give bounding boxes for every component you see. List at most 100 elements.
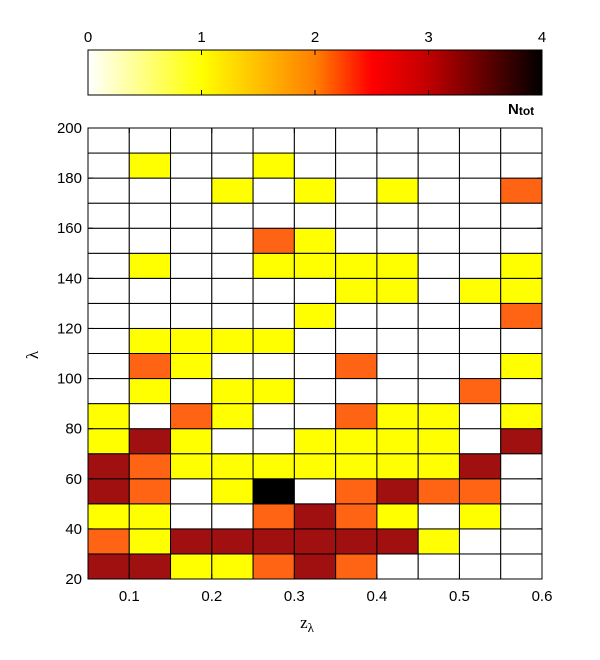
- heatmap-cell: [335, 202, 378, 229]
- heatmap-cell: [458, 127, 502, 154]
- heatmap-cell: [293, 428, 337, 455]
- x-axis-label-sub: λ: [308, 620, 315, 635]
- heatmap-cell: [376, 403, 419, 430]
- heatmap-cell: [335, 528, 378, 555]
- heatmap-cell: [170, 202, 213, 229]
- heatmap-cell: [128, 302, 172, 329]
- heatmap-cell: [500, 453, 543, 480]
- heatmap-cell: [500, 252, 543, 279]
- heatmap-cell: [335, 403, 378, 430]
- colorbar-tick-label: 0: [84, 29, 92, 46]
- heatmap-cell: [293, 252, 337, 279]
- heatmap-cell: [252, 453, 295, 480]
- heatmap-cell: [335, 252, 378, 279]
- y-tick-label: 180: [57, 170, 82, 187]
- heatmap-cell: [417, 553, 460, 580]
- colorbar-tick-label: 1: [197, 29, 205, 46]
- heatmap-cell: [252, 252, 295, 279]
- x-axis-label: zλ: [300, 613, 315, 635]
- heatmap-cell: [252, 277, 295, 304]
- heatmap-cell: [500, 127, 543, 154]
- heatmap-cell: [87, 503, 130, 530]
- heatmap-cell: [376, 503, 419, 530]
- heatmap-cell: [211, 478, 254, 505]
- heatmap-cell: [211, 353, 254, 380]
- heatmap-cell: [417, 453, 460, 480]
- x-tick-label: 0.3: [284, 588, 305, 605]
- heatmap-cell: [211, 453, 254, 480]
- heatmap-cell: [500, 403, 543, 430]
- x-tick-label: 0.4: [366, 588, 387, 605]
- colorbar: 0 1 2 3 4 Ntot: [84, 29, 546, 118]
- heatmap-cell: [335, 127, 378, 154]
- heatmap-cell: [293, 127, 337, 154]
- heatmap-cell: [293, 378, 337, 405]
- heatmap-cell: [458, 252, 502, 279]
- heatmap-cell: [170, 127, 213, 154]
- heatmap-cells: [87, 127, 543, 580]
- heatmap-cell: [458, 227, 502, 254]
- heatmap-cell: [458, 277, 502, 304]
- heatmap-cell: [170, 327, 213, 355]
- heatmap-cell: [128, 277, 172, 304]
- heatmap-cell: [335, 152, 378, 179]
- heatmap-cell: [458, 327, 502, 355]
- heatmap-cell: [500, 277, 543, 304]
- heatmap-cell: [417, 152, 460, 179]
- heatmap-cell: [376, 127, 419, 154]
- heatmap-cell: [170, 378, 213, 405]
- heatmap-cell: [252, 503, 295, 530]
- colorbar-gradient: [87, 49, 543, 96]
- heatmap-cell: [293, 177, 337, 204]
- heatmap-cell: [211, 277, 254, 304]
- heatmap-cell: [87, 553, 130, 580]
- heatmap-cell: [293, 277, 337, 304]
- heatmap-cell: [87, 378, 130, 405]
- heatmap-cell: [170, 353, 213, 380]
- heatmap-cell: [293, 403, 337, 430]
- y-tick-label: 120: [57, 320, 82, 337]
- heatmap-cell: [376, 353, 419, 380]
- heatmap-cell: [293, 152, 337, 179]
- heatmap-cell: [128, 378, 172, 405]
- heatmap-cell: [335, 453, 378, 480]
- heatmap-cell: [87, 428, 130, 455]
- heatmap-cell: [500, 327, 543, 355]
- colorbar-tick-label: 2: [311, 29, 319, 46]
- heatmap-cell: [87, 127, 130, 154]
- axis-ticks: 0.1 0.2 0.3 0.4 0.5 0.6 20 40 60 80 100 120 140 160 18…: [57, 120, 552, 605]
- heatmap-cell: [211, 227, 254, 254]
- heatmap-cell: [458, 528, 502, 555]
- heatmap-cell: [500, 553, 543, 580]
- heatmap-cell: [211, 327, 254, 355]
- heatmap-cell: [170, 177, 213, 204]
- heatmap-cell: [376, 277, 419, 304]
- heatmap-cell: [87, 202, 130, 229]
- heatmap-cell: [87, 353, 130, 380]
- heatmap-cell: [335, 277, 378, 304]
- heatmap-cell: [87, 453, 130, 480]
- heatmap-cell: [211, 127, 254, 154]
- heatmap-cell: [170, 553, 213, 580]
- heatmap-cell: [293, 227, 337, 254]
- heatmap-cell: [252, 302, 295, 329]
- heatmap-cell: [211, 403, 254, 430]
- heatmap-cell: [500, 428, 543, 455]
- heatmap-cell: [376, 177, 419, 204]
- heatmap-cell: [376, 202, 419, 229]
- heatmap-cell: [417, 127, 460, 154]
- x-axis-label-main: z: [300, 613, 308, 632]
- heatmap-cell: [170, 403, 213, 430]
- heatmap-cell: [170, 152, 213, 179]
- heatmap-cell: [170, 478, 213, 505]
- y-tick-label: 60: [65, 471, 82, 488]
- heatmap-cell: [87, 227, 130, 254]
- x-tick-label: 0.1: [119, 588, 140, 605]
- heatmap-cell: [376, 327, 419, 355]
- heatmap-cell: [335, 227, 378, 254]
- heatmap-cell: [87, 252, 130, 279]
- heatmap-cell: [417, 528, 460, 555]
- heatmap-cell: [417, 302, 460, 329]
- heatmap-cell: [376, 553, 419, 580]
